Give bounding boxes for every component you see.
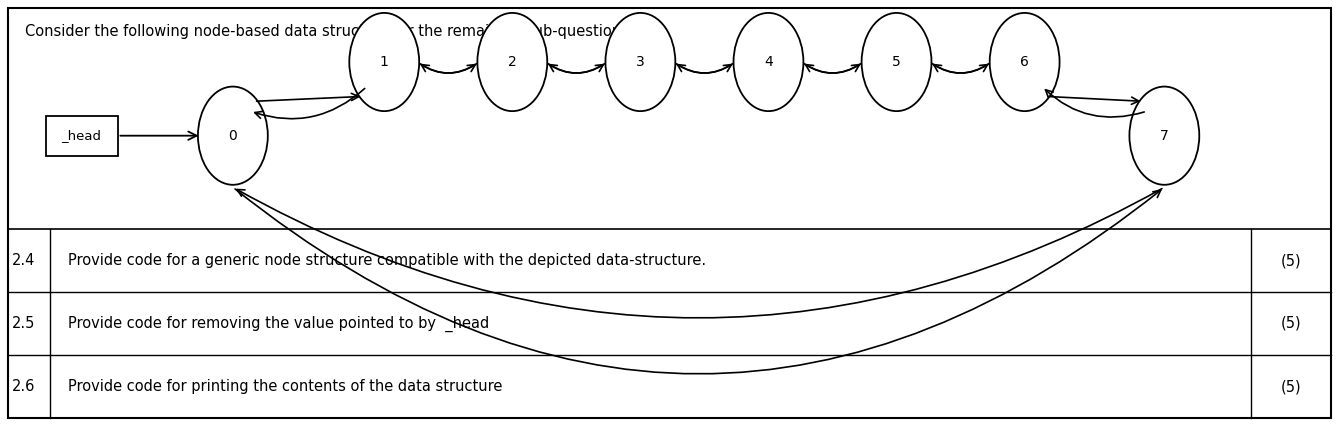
Ellipse shape (861, 13, 932, 111)
Text: 6: 6 (1020, 55, 1030, 69)
Ellipse shape (349, 13, 419, 111)
Ellipse shape (198, 86, 268, 185)
Text: Consider the following node-based data structure for the remaining sub-questions: Consider the following node-based data s… (25, 24, 633, 39)
Text: 0: 0 (229, 129, 237, 143)
Text: 2.5: 2.5 (12, 316, 35, 331)
Text: Provide code for removing the value pointed to by  _head: Provide code for removing the value poin… (68, 315, 489, 331)
Text: 2.4: 2.4 (12, 253, 35, 268)
Text: 3: 3 (636, 55, 645, 69)
Ellipse shape (478, 13, 548, 111)
Text: Provide code for a generic node structure compatible with the depicted data-stru: Provide code for a generic node structur… (68, 253, 706, 268)
Ellipse shape (605, 13, 675, 111)
Text: 2.6: 2.6 (12, 379, 35, 394)
FancyBboxPatch shape (46, 116, 118, 155)
Text: _head: _head (62, 129, 102, 142)
Ellipse shape (990, 13, 1059, 111)
Text: (5): (5) (1280, 379, 1302, 394)
Text: (5): (5) (1280, 316, 1302, 331)
Ellipse shape (1129, 86, 1200, 185)
Text: 5: 5 (892, 55, 901, 69)
Ellipse shape (734, 13, 803, 111)
Text: 1: 1 (380, 55, 388, 69)
Text: (5): (5) (1280, 253, 1302, 268)
Text: 7: 7 (1160, 129, 1169, 143)
Text: 4: 4 (765, 55, 773, 69)
Text: Provide code for printing the contents of the data structure: Provide code for printing the contents o… (68, 379, 502, 394)
Text: 2: 2 (507, 55, 517, 69)
